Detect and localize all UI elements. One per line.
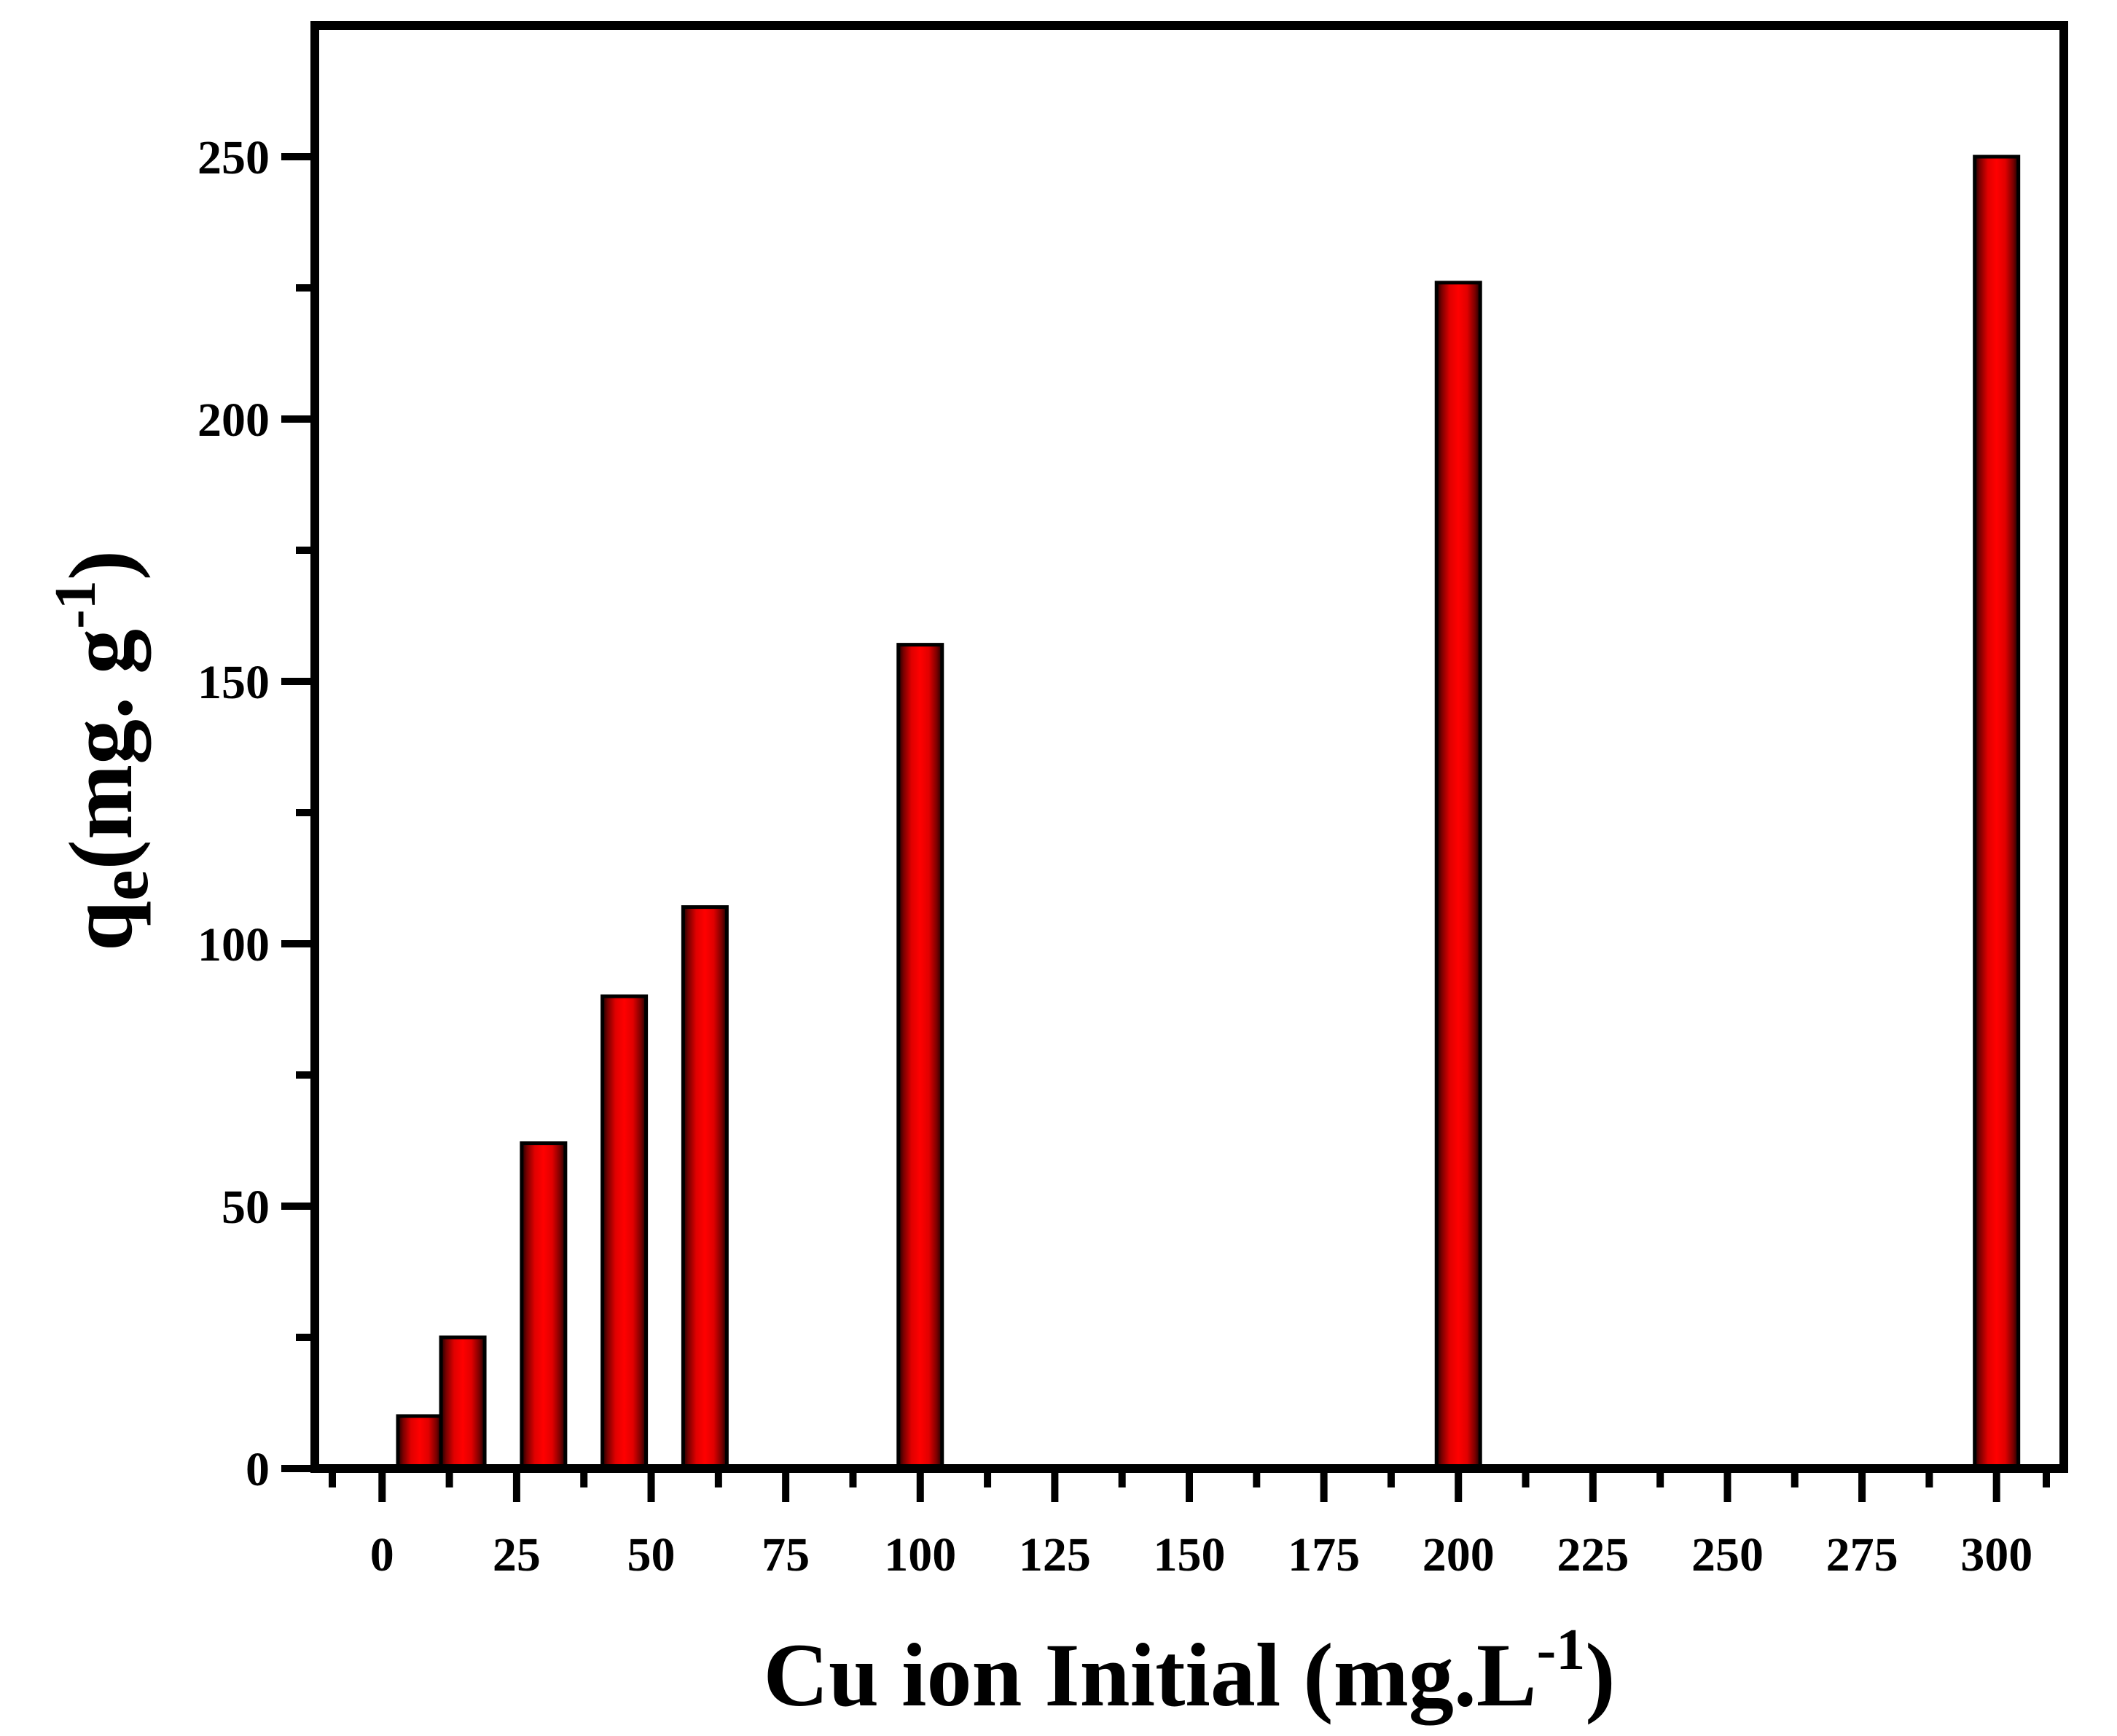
y-axis-title: qe(mg. g-1) (44, 550, 163, 951)
x-tick-label: 300 (1960, 1528, 2032, 1581)
x-tick-label: 25 (493, 1528, 541, 1581)
y-tick-label: 150 (197, 656, 270, 709)
y-tick-label: 200 (197, 394, 270, 447)
x-tick-labels: 0 25 50 75 100 125 150 175 200 225 250 275 300 (370, 1528, 2032, 1581)
x-tick-label: 200 (1423, 1528, 1495, 1581)
x-tick-label: 175 (1288, 1528, 1360, 1581)
x-tick-label: 225 (1557, 1528, 1629, 1581)
bar (896, 643, 944, 1471)
bar (520, 1141, 568, 1471)
y-tick-labels: 0 50 100 150 200 250 (197, 131, 270, 1496)
x-tick-label: 75 (762, 1528, 810, 1581)
bar (1434, 281, 1482, 1471)
y-tick-label: 50 (222, 1181, 270, 1234)
x-tick-label: 250 (1691, 1528, 1764, 1581)
tick-marks (281, 153, 2050, 1502)
x-tick-label: 150 (1154, 1528, 1226, 1581)
x-tick-label: 50 (627, 1528, 676, 1581)
bar (600, 994, 649, 1471)
bar-series (396, 155, 2021, 1471)
x-tick-label: 275 (1826, 1528, 1898, 1581)
y-tick-label: 100 (197, 918, 270, 971)
bar (1973, 155, 2021, 1471)
x-tick-label: 125 (1019, 1528, 1091, 1581)
x-axis-title: Cu ion Initial (mg.L-1) (763, 1618, 1615, 1726)
x-tick-label: 0 (370, 1528, 394, 1581)
bar (396, 1414, 444, 1471)
y-tick-label: 250 (197, 131, 270, 184)
bar (439, 1335, 487, 1471)
y-tick-label: 0 (246, 1443, 270, 1496)
plot-frame (310, 21, 2068, 1473)
bar (681, 905, 729, 1471)
x-tick-label: 100 (884, 1528, 956, 1581)
